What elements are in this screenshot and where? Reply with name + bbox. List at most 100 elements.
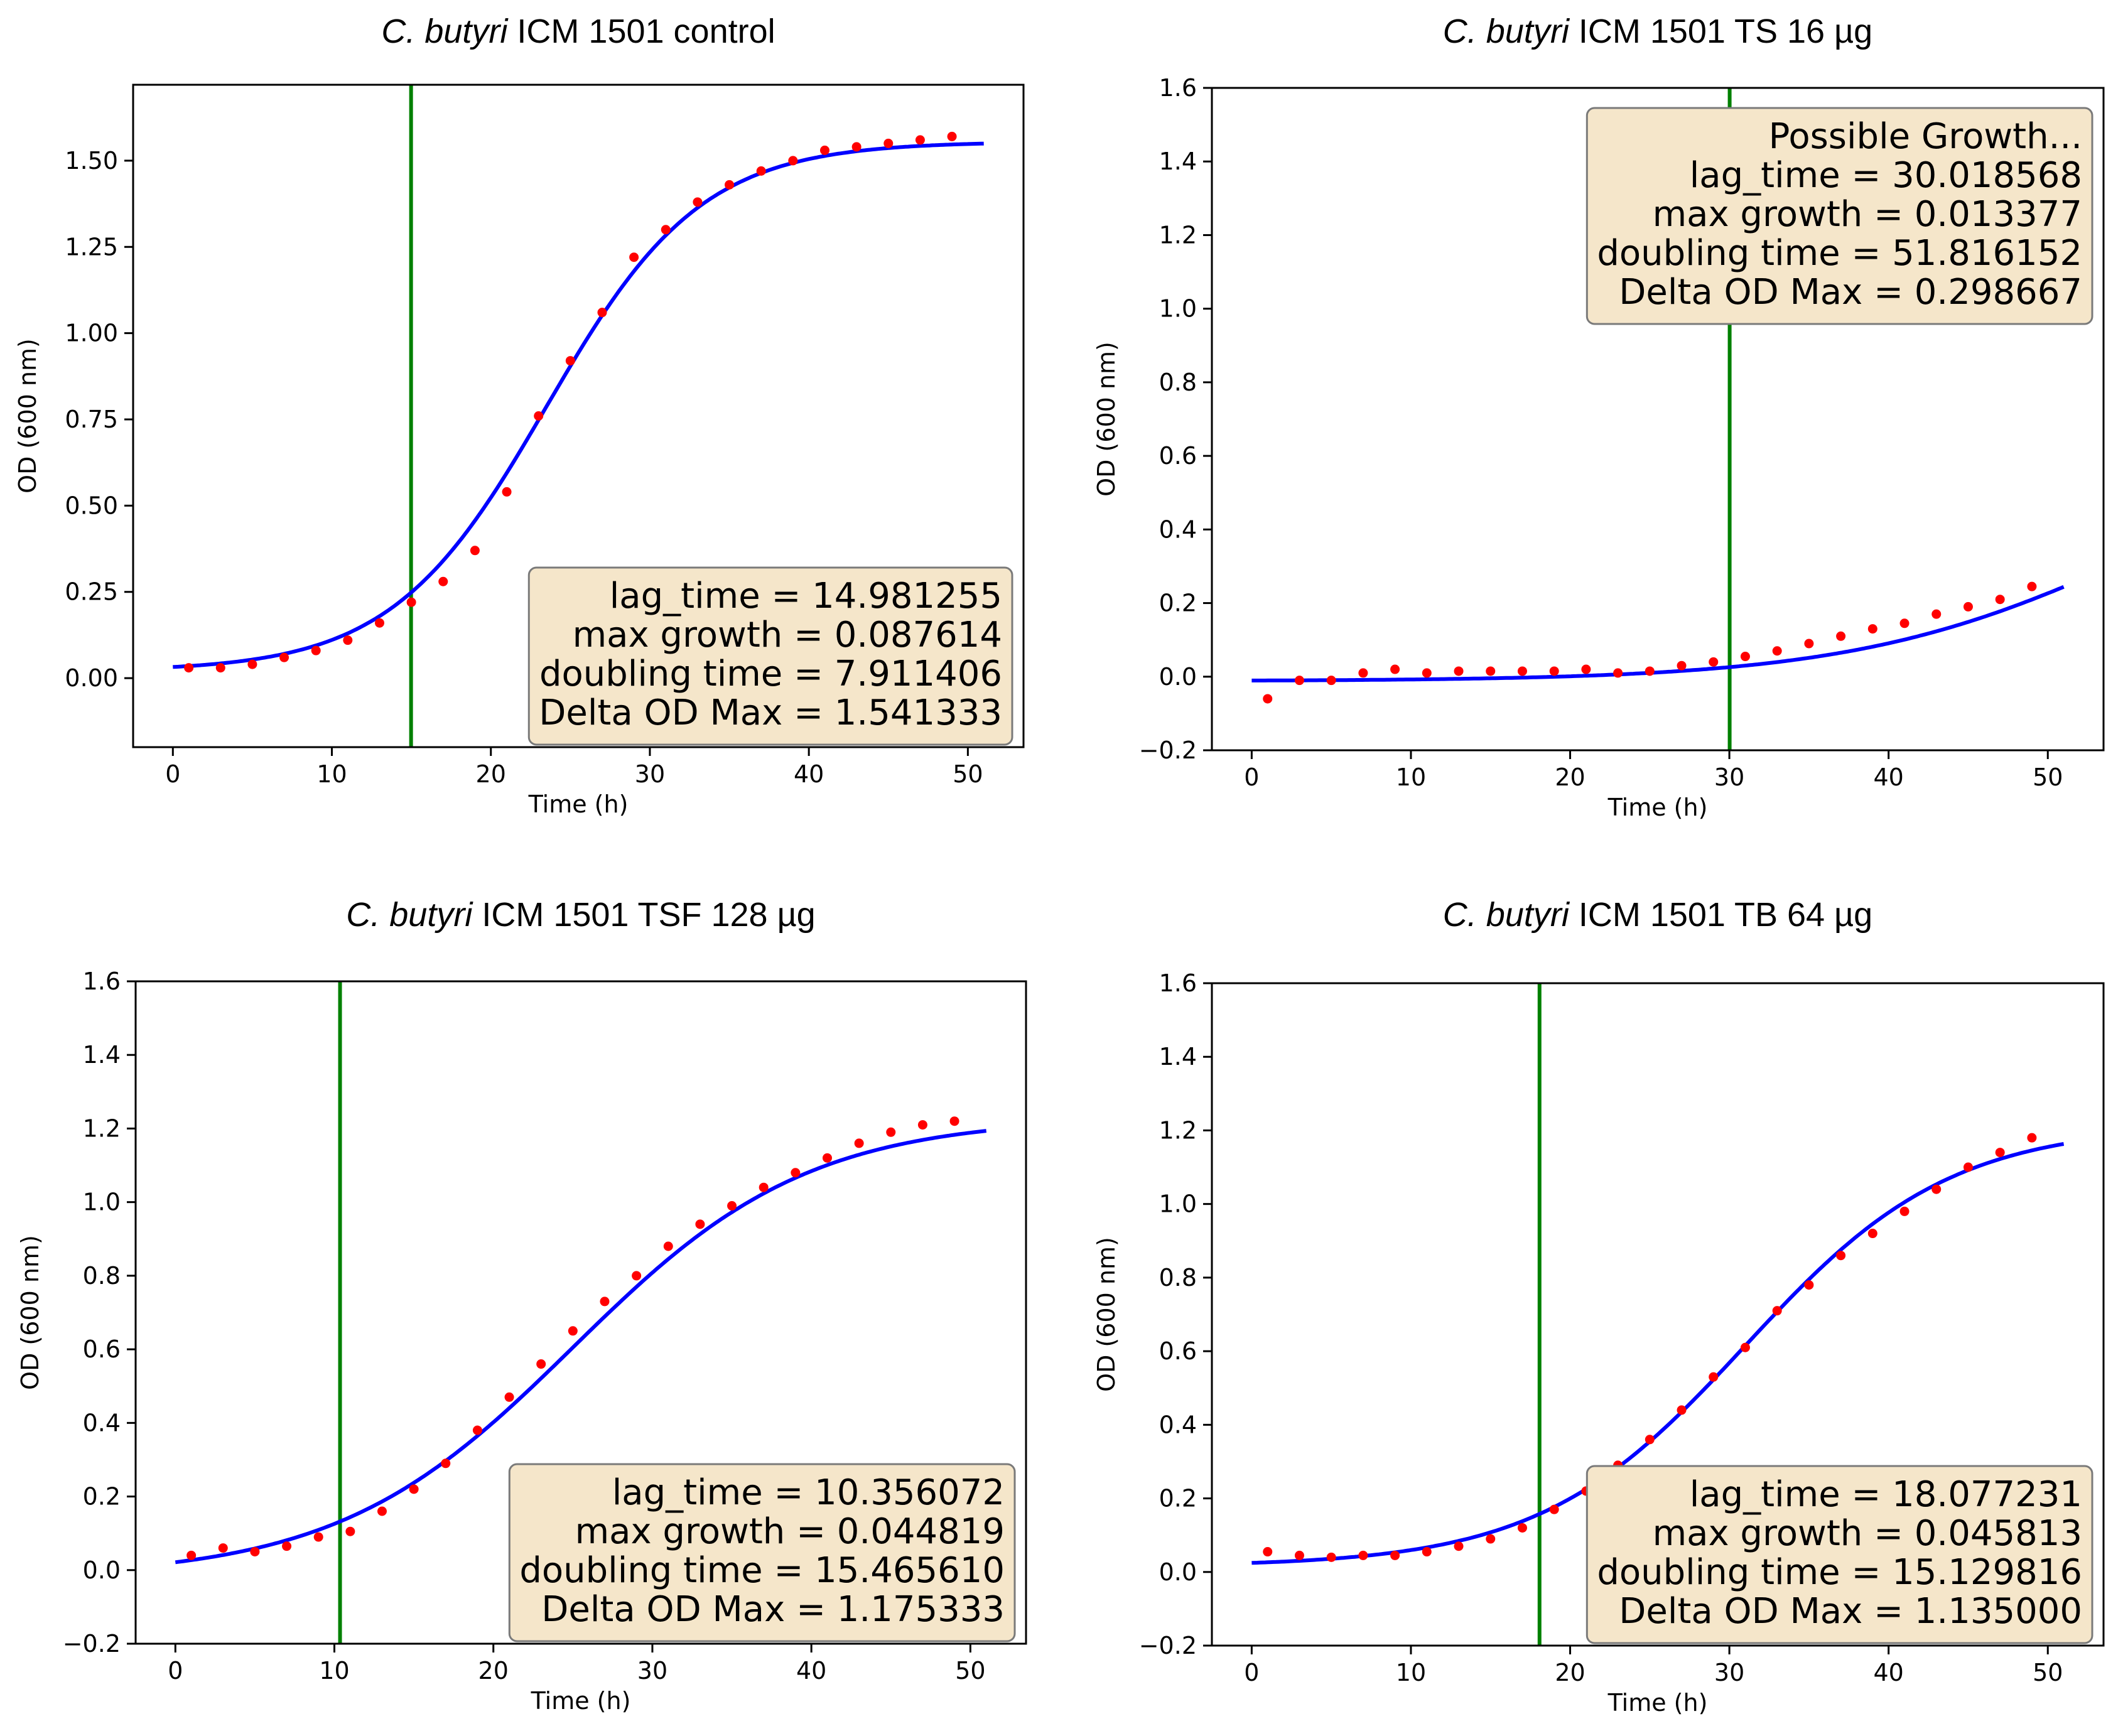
x-axis-label: Time (h) xyxy=(528,790,629,818)
x-tick-label: 30 xyxy=(1714,1659,1744,1686)
chart-title-strain: ICM 1501 TSF 128 µg xyxy=(472,896,815,934)
x-tick-label: 50 xyxy=(955,1657,985,1685)
data-point xyxy=(1454,1541,1464,1551)
y-tick-label: 0.4 xyxy=(1159,1411,1197,1438)
chart-title: C. butyri ICM 1501 TSF 128 µg xyxy=(346,896,815,934)
data-point xyxy=(345,1526,355,1536)
data-point xyxy=(184,663,194,673)
stats-line: lag_time = 14.981255 xyxy=(610,576,1002,617)
stats-line: lag_time = 30.018568 xyxy=(1690,155,2082,196)
y-tick-label: 1.2 xyxy=(1159,1116,1197,1144)
x-axis-label: Time (h) xyxy=(1607,794,1708,821)
data-point xyxy=(1294,1550,1304,1560)
y-tick-label: 0.50 xyxy=(65,492,118,519)
data-point xyxy=(568,1326,578,1336)
data-point xyxy=(441,1458,451,1469)
y-tick-label: 1.6 xyxy=(83,968,121,995)
x-tick-label: 30 xyxy=(1714,763,1744,791)
fit-curve xyxy=(173,141,984,669)
stats-line: max growth = 0.087614 xyxy=(573,615,1002,655)
stats-box-background xyxy=(508,1463,1016,1642)
chart-panel-4: C. butyri ICM 1501 TB 64 µg 0 10 20 30 40 50 −0… xyxy=(1093,896,2105,1717)
chart-title-strain: ICM 1501 TB 64 µg xyxy=(1569,896,1872,934)
data-point xyxy=(1772,1306,1782,1316)
data-point xyxy=(1326,1552,1336,1562)
data-point xyxy=(788,156,798,166)
data-point xyxy=(215,663,225,673)
data-point xyxy=(756,166,766,176)
x-tick-label: 50 xyxy=(2033,763,2063,791)
chart-panel-3: C. butyri ICM 1501 TSF 128 µg 0 10 20 30 40 50… xyxy=(16,896,1027,1715)
stats-line: max growth = 0.044819 xyxy=(575,1511,1005,1552)
y-tick-label: 1.25 xyxy=(65,233,118,261)
data-point xyxy=(311,645,321,655)
data-point xyxy=(1740,652,1750,662)
stats-line: max growth = 0.013377 xyxy=(1653,194,2082,235)
x-tick-label: 0 xyxy=(1244,1659,1259,1686)
y-tick-label: 0.8 xyxy=(83,1262,121,1290)
data-point xyxy=(409,1484,419,1494)
data-point xyxy=(1645,1435,1655,1445)
chart-title-strain: ICM 1501 control xyxy=(507,13,775,50)
data-point xyxy=(759,1182,769,1192)
x-tick-label: 40 xyxy=(1873,763,1903,791)
data-point xyxy=(1677,1405,1687,1415)
y-tick-label: 0.75 xyxy=(65,406,118,433)
data-point xyxy=(1517,666,1527,676)
data-point xyxy=(851,142,862,152)
y-axis-label: OD (600 nm) xyxy=(16,1235,44,1390)
stats-line: doubling time = 15.465610 xyxy=(519,1550,1005,1591)
data-point xyxy=(1899,618,1910,628)
chart-title-species: C. butyri xyxy=(346,896,473,934)
x-tick-label: 50 xyxy=(2033,1659,2063,1686)
x-tick-label: 20 xyxy=(478,1657,509,1685)
x-tick-label: 30 xyxy=(637,1657,667,1685)
data-point xyxy=(917,1120,927,1130)
data-point xyxy=(1549,1504,1559,1514)
data-point xyxy=(725,180,735,190)
stats-line: Delta OD Max = 0.298667 xyxy=(1619,272,2082,313)
data-point xyxy=(819,145,829,155)
data-point xyxy=(1390,664,1400,674)
data-point xyxy=(854,1138,864,1148)
y-tick-label: 0.00 xyxy=(65,664,118,692)
stats-line: max growth = 0.045813 xyxy=(1653,1513,2082,1554)
y-tick-label: 1.0 xyxy=(1159,295,1197,323)
data-point xyxy=(693,197,703,207)
data-point xyxy=(661,225,671,235)
chart-title: C. butyri ICM 1501 TS 16 µg xyxy=(1443,13,1872,50)
stats-line: lag_time = 18.077231 xyxy=(1690,1474,2082,1515)
data-point xyxy=(1931,609,1942,619)
data-point xyxy=(1326,676,1336,686)
x-axis-label: Time (h) xyxy=(531,1687,631,1715)
fit-curve xyxy=(1251,585,2065,682)
data-point xyxy=(2027,1133,2037,1143)
y-tick-label: 1.6 xyxy=(1159,74,1197,102)
x-tick-label: 10 xyxy=(316,760,347,788)
x-tick-label: 10 xyxy=(1396,763,1426,791)
y-tick-label: 1.0 xyxy=(83,1189,121,1216)
y-axis-label: OD (600 nm) xyxy=(14,338,41,493)
chart-title-species: C. butyri xyxy=(1443,13,1570,50)
data-point xyxy=(279,652,289,662)
y-tick-label: 0.0 xyxy=(1159,1558,1197,1586)
data-point xyxy=(1358,1550,1368,1560)
data-point xyxy=(1517,1523,1527,1533)
data-point xyxy=(1995,595,2005,605)
x-axis-label: Time (h) xyxy=(1607,1689,1708,1717)
data-point xyxy=(1454,666,1464,676)
data-point xyxy=(536,1359,546,1369)
x-tick-label: 0 xyxy=(1244,763,1259,791)
chart-title-strain: ICM 1501 TS 16 µg xyxy=(1569,13,1872,50)
y-tick-label: 0.0 xyxy=(1159,663,1197,691)
data-point xyxy=(1549,666,1559,676)
y-tick-label: 0.0 xyxy=(83,1556,121,1584)
chart-panel-1: C. butyri ICM 1501 control 0 10 20 30 40 50 0.0… xyxy=(14,13,1025,818)
x-tick-label: 30 xyxy=(635,760,665,788)
data-point xyxy=(438,576,448,586)
y-tick-label: 0.2 xyxy=(83,1483,121,1511)
data-point xyxy=(1709,1372,1719,1382)
stats-box-background xyxy=(1585,107,2093,325)
